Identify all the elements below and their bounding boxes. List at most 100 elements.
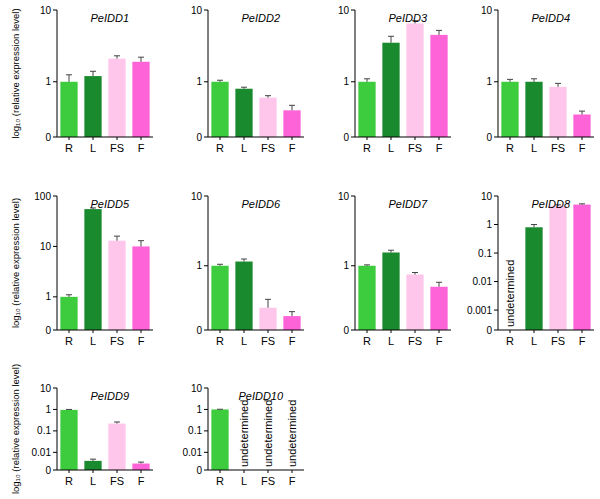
bar bbox=[525, 227, 542, 330]
y-axis bbox=[498, 10, 499, 137]
error-cap bbox=[436, 282, 442, 283]
bar bbox=[235, 89, 252, 137]
error-bar bbox=[217, 409, 223, 410]
y-tick-label: 1 bbox=[45, 404, 51, 415]
error-bar bbox=[364, 264, 370, 266]
y-tick-label: 10 bbox=[40, 383, 52, 394]
x-tick bbox=[582, 137, 583, 140]
error-bar bbox=[114, 236, 120, 241]
error-cap bbox=[531, 78, 537, 79]
y-tick-label: 0.01 bbox=[473, 276, 493, 287]
error-cap bbox=[388, 250, 394, 251]
bar bbox=[60, 410, 77, 470]
x-tick bbox=[93, 470, 94, 473]
error-line bbox=[69, 75, 70, 82]
error-bar bbox=[364, 79, 370, 82]
bar bbox=[108, 424, 125, 470]
y-tick-label: 0.1 bbox=[478, 248, 492, 259]
error-bar bbox=[217, 80, 223, 82]
x-tick bbox=[391, 137, 392, 140]
bar bbox=[573, 114, 590, 137]
x-tick bbox=[534, 330, 535, 333]
y-tick bbox=[351, 330, 355, 331]
y-tick bbox=[204, 10, 208, 11]
x-tick bbox=[69, 330, 70, 333]
x-tick-label: R bbox=[506, 142, 514, 154]
x-tick bbox=[268, 470, 269, 473]
y-tick-label: 10 bbox=[40, 241, 52, 252]
bar bbox=[211, 409, 228, 470]
bar bbox=[430, 35, 447, 137]
bar bbox=[60, 82, 77, 137]
x-tick bbox=[292, 470, 293, 473]
y-tick-label: 100 bbox=[34, 191, 51, 202]
y-tick-label: 0 bbox=[45, 465, 51, 476]
error-cap bbox=[265, 299, 271, 300]
x-tick bbox=[391, 330, 392, 333]
bar bbox=[382, 43, 399, 137]
x-tick-label: L bbox=[241, 475, 247, 487]
y-tick bbox=[204, 196, 208, 197]
error-cap bbox=[114, 236, 120, 237]
y-tick-label: 0.01 bbox=[183, 447, 203, 458]
bar bbox=[84, 461, 101, 470]
bars bbox=[60, 208, 149, 330]
y-axis bbox=[208, 388, 209, 470]
error-bar bbox=[507, 79, 513, 81]
x-tick-label: R bbox=[506, 335, 514, 347]
y-tick-label: 0 bbox=[45, 132, 51, 143]
y-tick bbox=[351, 137, 355, 138]
y-tick bbox=[494, 137, 498, 138]
y-tick-label: 1 bbox=[196, 260, 202, 271]
y-tick bbox=[494, 10, 498, 11]
panel-title: PeIDD1 bbox=[91, 12, 130, 24]
x-tick-label: F bbox=[138, 475, 145, 487]
error-bar bbox=[90, 71, 96, 76]
error-cap bbox=[114, 55, 120, 56]
bar bbox=[108, 241, 125, 330]
y-tick bbox=[204, 452, 208, 453]
bar bbox=[132, 62, 149, 137]
x-tick bbox=[367, 330, 368, 333]
error-cap bbox=[289, 311, 295, 312]
x-tick bbox=[244, 470, 245, 473]
y-tick bbox=[351, 10, 355, 11]
error-bar bbox=[90, 459, 96, 461]
bar bbox=[430, 287, 447, 330]
bar bbox=[358, 82, 375, 137]
error-bar bbox=[579, 203, 585, 205]
y-tick-label: 0 bbox=[343, 325, 349, 336]
y-tick-label: 0 bbox=[486, 132, 492, 143]
x-tick bbox=[220, 330, 221, 333]
bar bbox=[406, 23, 423, 137]
y-tick bbox=[351, 265, 355, 266]
bars bbox=[60, 56, 149, 137]
error-cap bbox=[217, 80, 223, 81]
x-tick-label: F bbox=[436, 335, 443, 347]
error-cap bbox=[412, 272, 418, 273]
x-tick bbox=[510, 330, 511, 333]
x-tick bbox=[415, 330, 416, 333]
annotation: undetermined bbox=[262, 400, 274, 467]
error-cap bbox=[555, 83, 561, 84]
bar bbox=[382, 252, 399, 330]
x-tick-label: FS bbox=[110, 142, 124, 154]
annotation: undetermined bbox=[238, 400, 250, 467]
y-axis-label: log₁₀ (relative expression level) bbox=[10, 8, 21, 138]
x-tick-label: F bbox=[289, 335, 296, 347]
x-tick bbox=[117, 330, 118, 333]
x-tick-label: R bbox=[216, 142, 224, 154]
error-cap bbox=[388, 36, 394, 37]
error-cap bbox=[90, 459, 96, 460]
bar bbox=[549, 87, 566, 137]
error-bar bbox=[436, 30, 442, 35]
bar bbox=[235, 262, 252, 330]
panel: 0110RLFSFPeIDD3 bbox=[338, 5, 451, 155]
error-bar bbox=[388, 36, 394, 42]
error-bar bbox=[265, 96, 271, 98]
error-cap bbox=[114, 421, 120, 422]
error-bar bbox=[138, 241, 144, 247]
y-tick bbox=[494, 81, 498, 82]
y-tick bbox=[53, 330, 57, 331]
error-line bbox=[141, 241, 142, 247]
